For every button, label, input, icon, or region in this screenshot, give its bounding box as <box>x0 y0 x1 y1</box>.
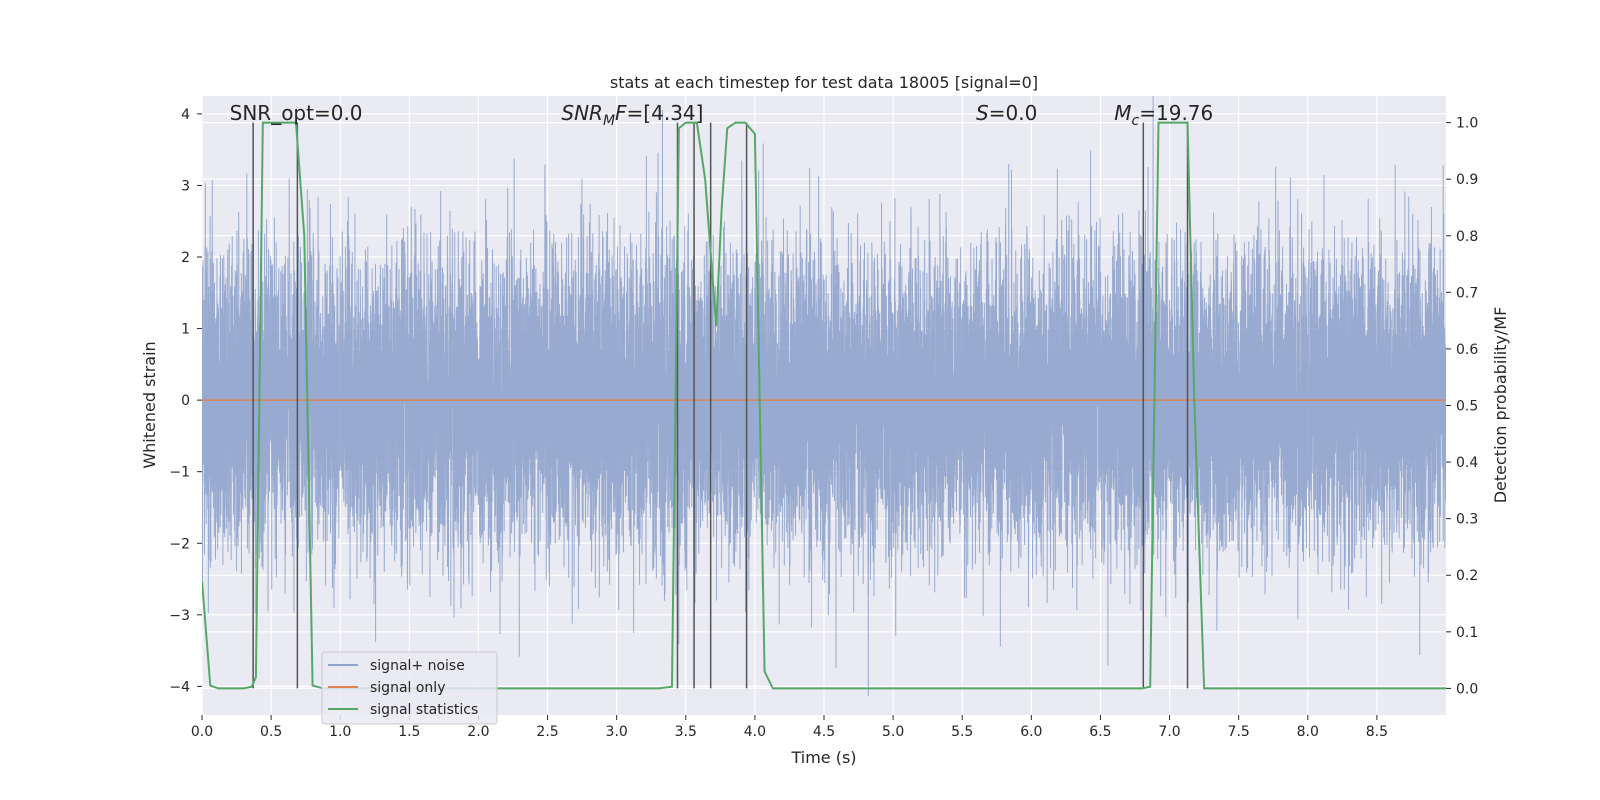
y-tick-label: −1 <box>169 465 190 481</box>
y-axis-right-label: Detection probability/MF <box>1491 307 1510 504</box>
x-tick-label: 7.5 <box>1228 724 1250 740</box>
y-tick-label: −4 <box>169 679 190 695</box>
y-tick-label: 2 <box>181 250 190 266</box>
x-tick-label: 1.5 <box>398 724 420 740</box>
x-tick-label: 7.0 <box>1158 724 1180 740</box>
y-tick-label: 0 <box>181 393 190 409</box>
y-right-tick-label: 0.2 <box>1456 568 1478 584</box>
annotation-2: S=0.0 <box>976 101 1037 125</box>
y-right-tick-label: 1.0 <box>1456 116 1478 132</box>
chart-title: stats at each timestep for test data 180… <box>610 73 1038 92</box>
x-tick-label: 6.5 <box>1089 724 1111 740</box>
x-tick-label: 8.5 <box>1366 724 1388 740</box>
y-tick-label: −3 <box>169 608 190 624</box>
y-axis-label: Whitened strain <box>140 341 159 468</box>
x-tick-label: 0.0 <box>191 724 213 740</box>
annotations: SNR_opt=0.0 SNRMF=[4.34] S=0.0 Mc=19.76 <box>230 101 1214 129</box>
x-tick-label: 3.5 <box>675 724 697 740</box>
x-tick-label: 2.0 <box>467 724 489 740</box>
y-right-tick-label: 0.5 <box>1456 399 1478 415</box>
tick-labels: 0.0 0.5 1.0 1.5 2.0 2.5 3.0 3.5 4.0 4.5 5.0 5.5 6.0 6… <box>169 107 1478 740</box>
annotation-3: Mc=19.76 <box>1114 101 1213 129</box>
y-right-tick-label: 0.6 <box>1456 342 1478 358</box>
y-right-tick-label: 0.9 <box>1456 172 1478 188</box>
y-tick-label: 1 <box>181 322 190 338</box>
y-tick-label: −2 <box>169 536 190 552</box>
x-axis-label: Time (s) <box>790 748 856 767</box>
annotation-1: SNRMF=[4.34] <box>561 101 703 129</box>
x-tick-label: 4.0 <box>744 724 766 740</box>
x-tick-label: 8.0 <box>1297 724 1319 740</box>
y-right-tick-label: 0.7 <box>1456 285 1478 301</box>
series-signal-statistics <box>202 121 1446 690</box>
x-tick-label: 2.5 <box>536 724 558 740</box>
x-tick-label: 5.5 <box>951 724 973 740</box>
y-tick-label: 3 <box>181 178 190 194</box>
statistics-trace <box>202 121 1446 690</box>
y-right-tick-label: 0.3 <box>1456 512 1478 528</box>
y-right-tick-label: 0.8 <box>1456 229 1478 245</box>
x-tick-label: 1.0 <box>329 724 351 740</box>
legend: signal+ noise signal only signal statist… <box>321 651 498 725</box>
legend-label-signal-only: signal only <box>370 680 445 696</box>
noise-trace <box>202 96 1446 697</box>
x-tick-label: 6.0 <box>1020 724 1042 740</box>
y-right-tick-label: 0.1 <box>1456 625 1478 641</box>
y-right-tick-label: 0.0 <box>1456 681 1478 697</box>
legend-box <box>321 651 498 725</box>
x-tick-label: 3.0 <box>606 724 628 740</box>
annotation-0: SNR_opt=0.0 <box>230 101 363 125</box>
y-tick-label: 4 <box>181 107 190 123</box>
y-right-tick-label: 0.4 <box>1456 455 1478 471</box>
legend-label-signal-statistics: signal statistics <box>370 702 478 718</box>
marker-lines <box>252 122 1189 689</box>
legend-label-signal-noise: signal+ noise <box>370 658 465 674</box>
x-tick-label: 4.5 <box>813 724 835 740</box>
x-tick-label: 5.0 <box>882 724 904 740</box>
x-tick-label: 0.5 <box>260 724 282 740</box>
series-signal-noise <box>202 96 1446 697</box>
